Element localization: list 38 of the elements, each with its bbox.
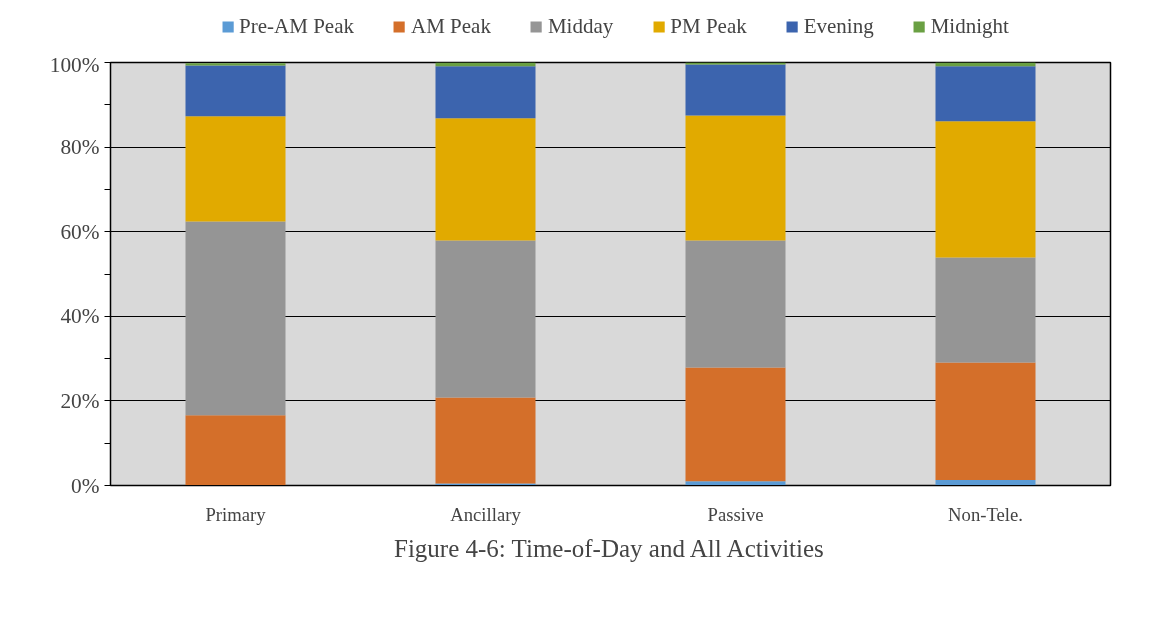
- x-tick-label: Primary: [205, 503, 267, 525]
- bar: [435, 66, 536, 119]
- bar: [435, 240, 536, 398]
- bar: [685, 240, 786, 368]
- x-tick-label: Non-Tele.: [948, 503, 1023, 525]
- bar: [185, 65, 286, 117]
- bar: [685, 115, 786, 241]
- y-tick-label: 0%: [71, 473, 100, 498]
- bar: [935, 480, 1036, 486]
- caption: Figure 4-6: Time-of-Day and All Activities: [393, 534, 824, 562]
- bar: [435, 118, 536, 241]
- x-tick-label: Ancillary: [450, 503, 522, 525]
- y-tick-label: 40%: [60, 304, 100, 329]
- bar: [185, 63, 286, 66]
- y-tick-label: 20%: [60, 388, 100, 413]
- x-tick-label: Passive: [707, 503, 764, 525]
- bar: [935, 121, 1036, 258]
- y-tick-label: 80%: [60, 135, 100, 160]
- legend-label: Evening: [803, 13, 874, 39]
- bar: [935, 257, 1036, 363]
- bar: [185, 221, 286, 416]
- bar: [685, 64, 786, 116]
- bar: [935, 66, 1036, 122]
- bar: [935, 362, 1036, 480]
- legend-label: AM Peak: [411, 13, 491, 39]
- bar: [685, 481, 786, 486]
- y-tick-label: 100%: [49, 52, 100, 77]
- bar: [685, 367, 786, 482]
- y-tick-label: 60%: [60, 219, 100, 244]
- legend-label: Midday: [547, 13, 614, 39]
- legend-label: PM Peak: [670, 13, 747, 39]
- legend-label: Pre-AM Peak: [239, 13, 355, 39]
- bar: [435, 397, 536, 484]
- legend-label: Midnight: [930, 13, 1009, 39]
- bar: [685, 62, 786, 65]
- bar: [435, 483, 536, 486]
- bar: [185, 116, 286, 222]
- bar: [185, 415, 286, 486]
